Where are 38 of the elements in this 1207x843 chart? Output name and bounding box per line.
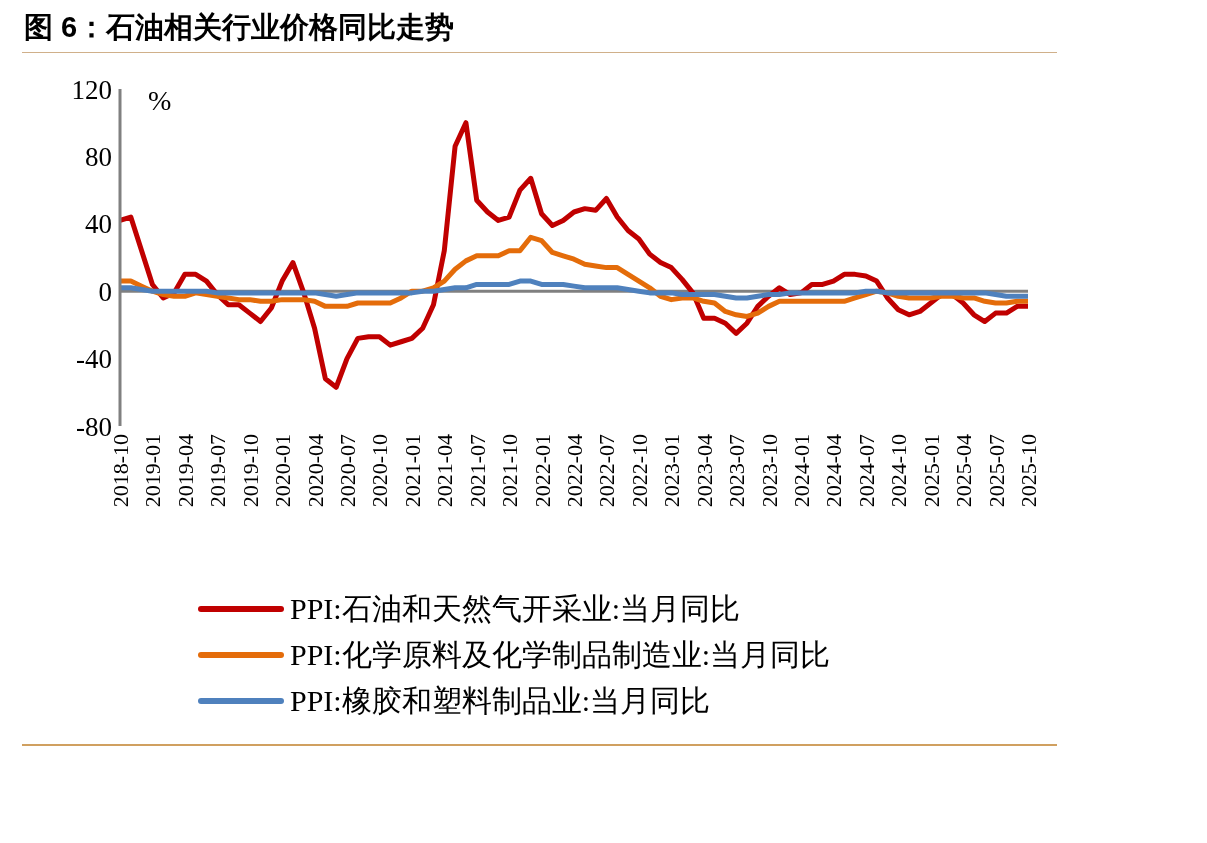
x-tick-label: 2022-10: [626, 434, 652, 508]
x-tick-label: 2019-07: [205, 434, 231, 508]
x-tick-label: 2019-04: [172, 434, 198, 508]
x-tick-label: 2022-07: [594, 434, 620, 508]
x-tick-label: 2023-01: [659, 434, 685, 508]
y-tick-label: 120: [71, 74, 112, 105]
x-tick-label: 2021-07: [464, 434, 490, 508]
x-tick-label: 2025-07: [983, 434, 1009, 508]
legend-label: PPI:石油和天然气开采业:当月同比: [290, 590, 741, 627]
x-tick-label: 2021-04: [432, 434, 458, 508]
y-tick-label: 80: [85, 141, 112, 172]
x-tick-label: 2022-04: [562, 434, 587, 508]
x-tick-label: 2025-10: [1016, 434, 1041, 508]
x-tick-label: 2020-10: [367, 434, 393, 508]
x-tick-label: 2023-04: [691, 434, 717, 508]
chart-title: 图 6：石油相关行业价格同比走势: [24, 10, 456, 45]
x-tick-label: 2019-10: [237, 434, 263, 508]
x-tick-label: 2022-01: [529, 434, 555, 508]
x-tick-label: 2024-04: [821, 434, 847, 508]
y-tick-label: 40: [85, 209, 112, 240]
x-tick-label: 2024-07: [853, 434, 879, 508]
x-tick-label: 2025-01: [918, 434, 944, 508]
x-tick-label: 2020-01: [270, 434, 296, 508]
y-axis-title: %: [148, 85, 172, 117]
legend-label: PPI:橡胶和塑料制品业:当月同比: [290, 682, 711, 719]
x-tick-label: 2019-01: [140, 434, 166, 508]
x-tick-label: 2021-10: [497, 434, 523, 508]
x-tick-label: 2020-07: [335, 434, 360, 508]
x-tick-label: 2020-04: [302, 434, 328, 508]
x-tick-label: 2023-10: [756, 434, 782, 508]
x-tick-label: 2023-07: [724, 434, 750, 508]
x-tick-label: 2021-01: [399, 434, 425, 508]
x-tick-label: 2024-01: [789, 434, 814, 508]
x-tick-label: 2024-10: [886, 434, 912, 508]
x-tick-label: 2025-04: [951, 434, 977, 508]
y-tick-label: 0: [98, 276, 112, 307]
legend-label: PPI:化学原料及化学制品制造业:当月同比: [290, 636, 831, 673]
y-tick-label: -40: [76, 344, 112, 375]
